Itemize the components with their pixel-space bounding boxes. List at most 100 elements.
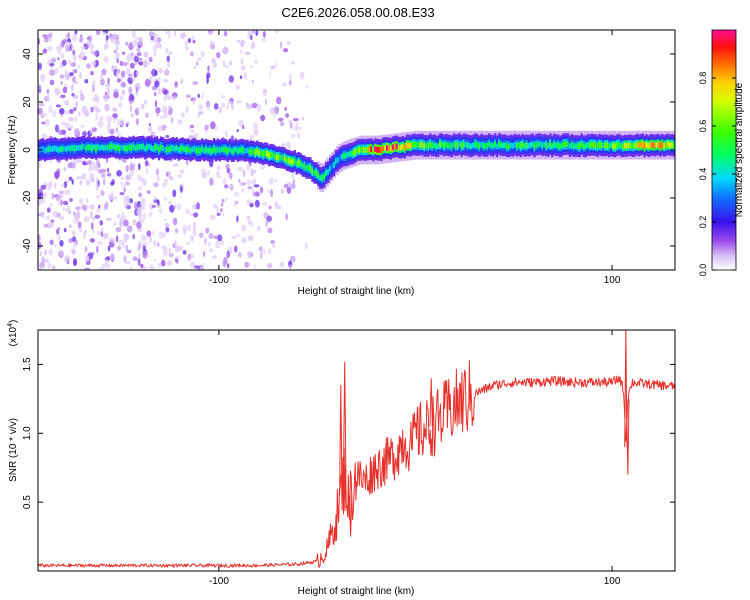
- spectrogram-speckle: [101, 227, 104, 232]
- spectrogram-speckle: [150, 36, 154, 41]
- spectrogram-speckle: [224, 131, 228, 139]
- spectrogram-speckle: [57, 235, 62, 241]
- spectrogram-ridge-cell: [183, 146, 186, 153]
- spectrogram-speckle: [78, 55, 81, 59]
- spectrogram-speckle: [129, 62, 135, 69]
- spectrogram-speckle: [274, 179, 278, 183]
- spectrogram-speckle: [116, 170, 122, 177]
- spectrogram-speckle: [89, 129, 92, 135]
- spectrogram-ridge-cell: [529, 142, 532, 148]
- spectrogram-speckle: [215, 240, 221, 249]
- spectrogram-speckle: [163, 79, 168, 83]
- spectrogram-ridge-cell: [334, 158, 338, 165]
- spectrogram-speckle: [289, 121, 293, 130]
- spectrogram-speckle: [136, 47, 141, 52]
- spectrogram-speckle: [231, 235, 237, 240]
- spectrogram-speckle: [158, 208, 163, 214]
- spectrogram-speckle: [197, 57, 202, 61]
- spectrogram-speckle: [225, 164, 230, 170]
- spectrogram-speckle: [149, 203, 154, 210]
- spectrogram-speckle: [73, 69, 78, 74]
- spectrogram-ridge-cell: [612, 143, 615, 149]
- spectrogram-ridge-cell: [464, 141, 467, 148]
- spectrogram-ridge-cell: [102, 145, 106, 151]
- spectrogram-speckle: [261, 202, 268, 206]
- spectrogram-ridge-cell: [429, 141, 432, 148]
- spectrogram-ridge-cell: [67, 144, 70, 151]
- spectrogram-ridge-cell: [421, 141, 424, 148]
- spectrogram-ridge-cell: [281, 154, 285, 161]
- colorbar-tick-label: 0.6: [698, 120, 708, 133]
- spectrogram-speckle: [140, 234, 147, 242]
- spectrogram-speckle: [146, 230, 152, 237]
- spectrogram-speckle: [262, 31, 266, 38]
- spectrogram-speckle: [77, 221, 82, 229]
- spectrogram-speckle: [63, 228, 67, 233]
- spectrogram-speckle: [176, 260, 179, 264]
- spectrogram-ridge-cell: [136, 144, 139, 151]
- spectrogram-speckle: [125, 165, 129, 172]
- spectrogram-ridge-cell: [344, 152, 347, 159]
- spectrogram-ridge-cell: [181, 145, 184, 152]
- spectrogram-speckle: [122, 62, 128, 66]
- snr-spike: [429, 378, 433, 427]
- spectrogram-ridge-cell: [504, 142, 507, 149]
- spectrogram-ridge-cell: [594, 142, 597, 148]
- spectrogram-speckle: [85, 178, 91, 187]
- spectrogram-speckle: [96, 194, 100, 199]
- spectrogram-speckle: [75, 101, 78, 108]
- spectrogram-ridge-cell: [517, 142, 520, 148]
- spectrogram-speckle: [62, 200, 69, 206]
- spectrogram-speckle: [142, 59, 148, 68]
- spectrogram-speckle: [40, 211, 45, 218]
- spectrogram-speckle: [44, 118, 50, 126]
- spectrogram-speckle: [190, 51, 194, 57]
- spectrogram-speckle: [70, 62, 77, 67]
- spectrogram-speckle: [254, 199, 260, 208]
- spectrogram-speckle: [104, 103, 110, 112]
- spectrogram-speckle: [55, 104, 62, 108]
- spectrogram-speckle: [142, 213, 146, 220]
- spectrogram-speckle: [86, 63, 91, 69]
- spectrogram-speckle: [285, 141, 291, 147]
- spectrogram-speckle: [121, 240, 126, 249]
- spectrogram-ridge-cell: [384, 145, 387, 151]
- spectrogram-ridge-cell: [108, 144, 112, 150]
- spectrogram-ridge-cell: [222, 146, 226, 153]
- spectrogram-speckle: [279, 121, 285, 127]
- spectrogram-speckle: [237, 252, 242, 258]
- spectrogram-speckle: [62, 38, 67, 45]
- spectrogram-ridge-cell: [539, 141, 542, 148]
- spectrogram-ridge-cell: [555, 142, 558, 148]
- spectrogram-speckle: [253, 128, 259, 136]
- spectrogram-speckle: [132, 256, 138, 261]
- spectrogram-speckle: [59, 216, 65, 221]
- spectrogram-speckle: [64, 255, 70, 264]
- spectrogram-speckle: [47, 92, 50, 100]
- spectrogram-speckle: [113, 49, 118, 54]
- spectrogram-speckle: [180, 32, 186, 39]
- spectrogram-speckle: [224, 64, 229, 68]
- spectrogram-speckle: [290, 183, 296, 190]
- spectrogram-ridge-cell: [576, 143, 579, 149]
- spectrogram-speckle: [96, 245, 99, 254]
- spectrogram-speckle: [101, 168, 107, 173]
- spectrogram-speckle: [137, 244, 141, 250]
- spectrogram-speckle: [38, 62, 43, 70]
- spectrogram-ridge-cell: [211, 148, 214, 155]
- spectrogram-speckle: [44, 249, 47, 255]
- spectrogram-ridge-cell: [201, 146, 204, 152]
- spectrogram-ridge-cell: [500, 142, 503, 148]
- spectrogram-ridge-cell: [330, 163, 334, 170]
- spectrogram-ridge-cell: [480, 141, 483, 148]
- spectrogram-ridge-cell: [458, 141, 461, 148]
- spectrogram-ridge-cell: [220, 146, 224, 153]
- spectrogram-speckle: [145, 167, 149, 175]
- spectrogram-ridge-cell: [218, 147, 222, 154]
- spectrogram-ridge-cell: [653, 142, 656, 149]
- spectrogram-ridge-cell: [616, 142, 619, 149]
- spectrogram-ridge-cell: [486, 143, 489, 149]
- spectrogram-speckle: [168, 247, 172, 256]
- spectrogram-ridge-cell: [671, 141, 674, 148]
- spectrogram-ridge-cell: [521, 141, 524, 148]
